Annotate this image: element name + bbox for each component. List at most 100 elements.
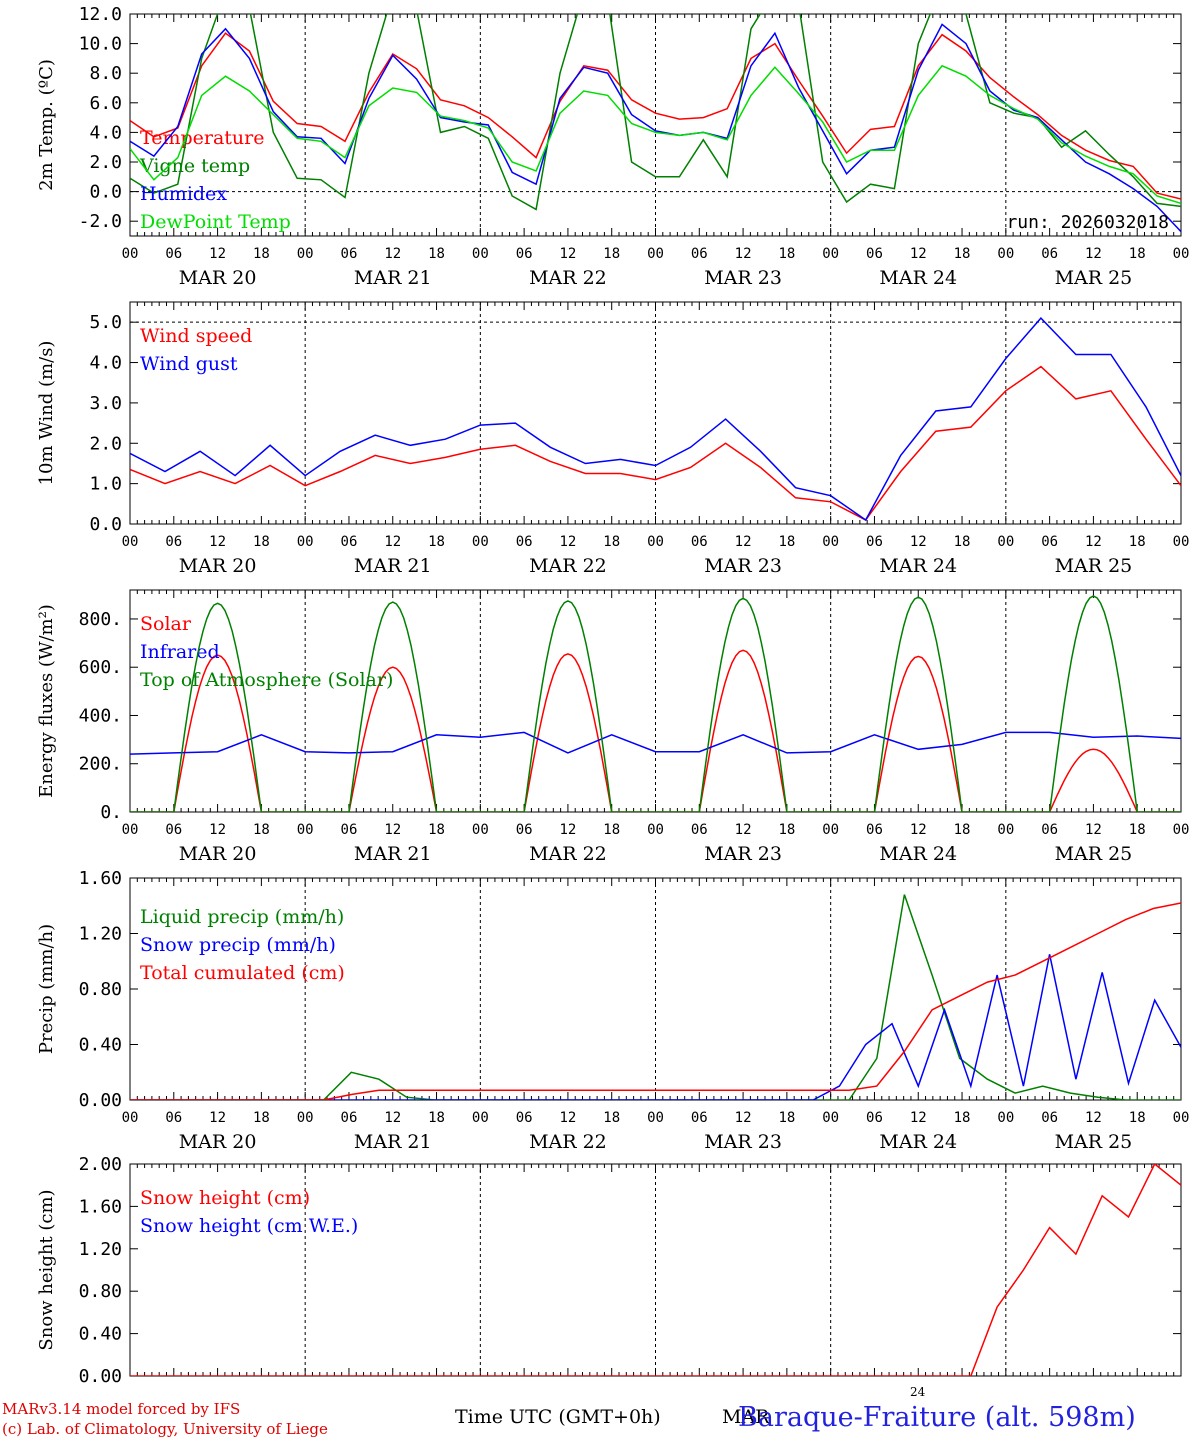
y-tick-label: 0.80 — [79, 1281, 122, 1302]
x-tick-label: 00 — [122, 822, 139, 838]
x-tick-label: 18 — [778, 1110, 795, 1126]
legend-entry: Snow precip (mm/h) — [140, 934, 336, 956]
x-tick-label: 00 — [297, 822, 314, 838]
day-label: MAR 25 — [1055, 555, 1133, 577]
y-tick-label: 4.0 — [89, 122, 122, 143]
x-tick-label: 12 — [209, 246, 226, 262]
panel-2: 0.0 1.0 2.0 3.0 4.0 5.0 10m Wind (m/s) 00 06 12 18… — [36, 301, 1189, 577]
x-tick-label: 06 — [516, 534, 533, 550]
x-tick-label: 06 — [866, 1110, 883, 1126]
lab-credit: (c) Lab. of Climatology, University of L… — [2, 1420, 328, 1438]
legend-entry: Snow height (cm) — [140, 1187, 310, 1209]
legend-entry: Snow height (cm W.E.) — [140, 1215, 358, 1237]
x-tick-label: 12 — [735, 246, 752, 262]
day-label: MAR 24 — [879, 267, 957, 289]
day-label: MAR 23 — [704, 843, 782, 865]
y-axis-label: 2m Temp. (ºC) — [36, 59, 57, 191]
y-tick-label: 1.0 — [89, 474, 122, 495]
x-tick-label: 18 — [778, 246, 795, 262]
x-tick-label: 00 — [822, 1110, 839, 1126]
x-tick-label: 00 — [647, 822, 664, 838]
y-axis-label: Snow height (cm) — [36, 1189, 57, 1350]
x-tick-label: 12 — [1085, 822, 1102, 838]
x-tick-label: 12 — [559, 534, 576, 550]
day-label: MAR 20 — [179, 843, 257, 865]
x-tick-label: 00 — [297, 246, 314, 262]
x-tick-label: 18 — [954, 246, 971, 262]
legend-entry: Vigne temp — [139, 155, 250, 177]
x-tick-label: 06 — [165, 822, 182, 838]
x-tick-label: 12 — [384, 822, 401, 838]
x-tick-label: 06 — [1041, 246, 1058, 262]
x-tick-label: 00 — [647, 1110, 664, 1126]
x-tick-label: 06 — [516, 1110, 533, 1126]
day-label: MAR 24 — [879, 843, 957, 865]
x-tick-label: 06 — [1041, 1110, 1058, 1126]
y-tick-label: 12.0 — [79, 4, 122, 25]
x-tick-label: 06 — [866, 534, 883, 550]
x-tick-label: 06 — [341, 246, 358, 262]
day-label: MAR 22 — [529, 843, 607, 865]
x-tick-label-end: 00 — [1173, 246, 1190, 262]
y-tick-label: 400. — [79, 705, 122, 726]
panel-3: 0. 200. 400. 600. 800. Energy fluxes (W/m²) 00… — [36, 589, 1189, 865]
x-tick-label: 00 — [822, 534, 839, 550]
legend-entry: Infrared — [140, 641, 220, 663]
panel-4: 0.00 0.40 0.80 1.20 1.60 Precip (mm/h) 00 06 12 1… — [36, 868, 1189, 1153]
y-tick-label: 3.0 — [89, 393, 122, 414]
y-tick-label: 800. — [79, 609, 122, 630]
legend-entry: Humidex — [140, 183, 227, 205]
x-tick-label: 06 — [866, 822, 883, 838]
x-tick-label: 00 — [122, 246, 139, 262]
x-tick-label: 12 — [1085, 1110, 1102, 1126]
y-tick-label: 10.0 — [79, 34, 122, 55]
y-tick-label: -2.0 — [79, 211, 122, 232]
x-tick-label: 06 — [165, 534, 182, 550]
x-tick-label-end: 00 — [1173, 1110, 1190, 1126]
day-label: MAR 20 — [179, 1131, 257, 1153]
y-tick-label: 0.40 — [79, 1324, 122, 1345]
x-tick-label: 18 — [603, 534, 620, 550]
x-tick-label: 18 — [428, 1110, 445, 1126]
x-tick-label: 06 — [165, 246, 182, 262]
x-tick-label: 00 — [297, 534, 314, 550]
x-tick-label: 18 — [253, 534, 270, 550]
x-tick-label: 12 — [559, 246, 576, 262]
x-tick-label: 06 — [341, 1110, 358, 1126]
series-line-2 — [130, 731, 1181, 755]
x-tick-label: 12 — [209, 1110, 226, 1126]
day-label: MAR 20 — [179, 555, 257, 577]
series-line-2 — [130, 954, 1181, 1100]
series-line-1 — [130, 32, 1181, 200]
x-tick-label: 06 — [866, 246, 883, 262]
x-tick-label: 06 — [691, 822, 708, 838]
x-tick-label: 06 — [691, 534, 708, 550]
y-tick-label: 0. — [100, 802, 122, 823]
day-label: MAR 22 — [529, 555, 607, 577]
x-tick-label: 06 — [1041, 822, 1058, 838]
x-tick-label: 00 — [472, 534, 489, 550]
x-tick-label: 12 — [1085, 246, 1102, 262]
legend-entry: Solar — [140, 613, 192, 635]
legend-entry: DewPoint Temp — [140, 211, 291, 233]
x-tick-label: 18 — [954, 822, 971, 838]
y-axis-label: Energy fluxes (W/m²) — [36, 604, 57, 798]
day-label: MAR 23 — [704, 555, 782, 577]
y-tick-label: 0.0 — [89, 514, 122, 535]
x-tick-label: 06 — [1041, 534, 1058, 550]
x-tick-label: 18 — [603, 1110, 620, 1126]
x-tick-label: 00 — [472, 246, 489, 262]
y-tick-label: 4.0 — [89, 353, 122, 374]
day-label: MAR 24 — [879, 1131, 957, 1153]
y-tick-label: 600. — [79, 657, 122, 678]
x-tick-label: 18 — [253, 822, 270, 838]
x-tick-label: 18 — [1129, 246, 1146, 262]
x-tick-label: 18 — [603, 822, 620, 838]
x-tick-label: 06 — [341, 822, 358, 838]
x-tick-label: 00 — [122, 1110, 139, 1126]
y-tick-label: 8.0 — [89, 63, 122, 84]
x-tick-label: 12 — [559, 1110, 576, 1126]
series-line-2 — [130, 316, 1181, 522]
run-annotation: run: 2026032018 — [1006, 212, 1169, 233]
x-tick-label: 18 — [428, 534, 445, 550]
